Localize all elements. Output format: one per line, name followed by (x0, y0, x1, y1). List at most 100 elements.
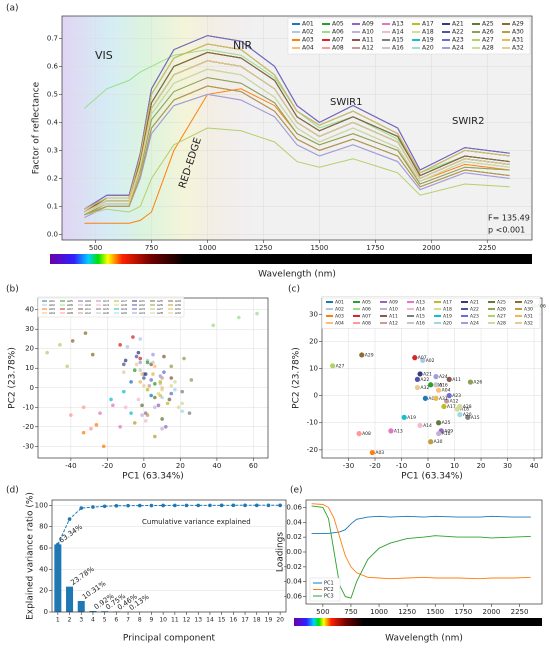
legend-label: A18 (121, 303, 127, 307)
point (138, 356, 143, 361)
point (138, 368, 143, 372)
point (173, 380, 177, 384)
point (446, 393, 452, 399)
point (187, 411, 192, 415)
annotation: VIS (95, 49, 113, 62)
legend-label: A16 (103, 311, 109, 315)
plot-frame (305, 499, 543, 605)
legend-label: A26 (497, 307, 506, 313)
x-axis-label: PC1 (63.34%) (401, 472, 463, 482)
legend-label: A15 (416, 314, 425, 320)
point-label: A04 (442, 388, 451, 394)
point (158, 374, 163, 378)
x-tick-label: 750 (145, 244, 158, 252)
legend-label: A21 (452, 21, 464, 28)
legend-label: A22 (139, 303, 145, 307)
annotation: Cumulative variance explained (142, 518, 251, 526)
x-tick-label: 17 (241, 617, 249, 624)
point (457, 412, 463, 418)
annotation: SWIR1 (330, 97, 363, 108)
series-line (84, 127, 510, 216)
legend-label: A32 (524, 321, 533, 327)
x-tick-label: 1 (56, 617, 60, 624)
x-tick-label: 16 (230, 617, 238, 624)
x-tick-label: 20 (276, 617, 284, 624)
x-tick-label: 20 (477, 462, 486, 470)
y-tick-label: -10 (307, 419, 318, 427)
point (98, 411, 102, 415)
point (330, 363, 336, 369)
y-tick-label: 0.06 (286, 503, 302, 511)
legend-label: A12 (85, 311, 91, 315)
legend-label: A01 (335, 300, 344, 306)
point (414, 384, 421, 391)
legend-label: A31 (175, 307, 181, 311)
legend-label: A32 (512, 45, 524, 52)
legend-label: PC1 (324, 581, 334, 587)
legend-label: A18 (422, 29, 434, 36)
legend-label: A06 (332, 29, 344, 36)
legend-label: A07 (332, 37, 344, 44)
point-label: A16 (439, 382, 448, 388)
point (121, 389, 126, 394)
y-tick-label: -10 (23, 403, 34, 411)
point (169, 391, 174, 396)
legend-label: A10 (389, 307, 398, 313)
cumulative-point (126, 503, 130, 508)
plot-background (52, 500, 286, 612)
point (123, 405, 128, 410)
series-line (84, 35, 510, 210)
y-tick-label: 80 (39, 523, 48, 531)
point-label: A18 (460, 407, 469, 413)
legend-label: A10 (362, 29, 374, 36)
point (121, 370, 126, 374)
legend-label: A27 (157, 307, 163, 311)
point (153, 364, 157, 369)
point (111, 403, 115, 408)
x-tick-label: 0 (426, 462, 430, 470)
legend-label: A13 (392, 21, 404, 28)
y-tick-label: 0.6 (47, 62, 59, 70)
x-axis-label: PC1 (63.34%) (122, 472, 184, 482)
point (129, 411, 133, 415)
y-tick-label: 0.5 (47, 90, 58, 98)
legend-label: A01 (49, 299, 55, 303)
x-tick-label: 1000 (199, 244, 217, 252)
point (132, 421, 137, 425)
point (45, 350, 49, 355)
point-label: A26 (473, 380, 482, 386)
legend-label: A29 (175, 299, 181, 303)
point (143, 419, 148, 423)
point (129, 380, 133, 384)
annotation: F= 135.49 (488, 214, 530, 223)
legend-label: A12 (389, 321, 398, 327)
legend-label: A06 (362, 307, 371, 313)
x-tick-label: 750 (344, 608, 357, 616)
point (142, 376, 146, 380)
x-tick-label: 3 (79, 617, 83, 624)
x-tick-label: 7 (126, 617, 130, 624)
point-label: A29 (365, 352, 374, 358)
legend-label: A28 (482, 45, 494, 52)
legend-label: A02 (335, 307, 344, 313)
y-tick-label: 20 (25, 345, 34, 353)
legend-label: A08 (67, 311, 73, 315)
legend-label: A05 (362, 300, 371, 306)
vis-shading (62, 16, 252, 240)
y-tick-label: 100 (35, 501, 48, 509)
point (176, 405, 181, 410)
point (132, 368, 137, 372)
legend-label: A06 (67, 303, 73, 307)
point (180, 389, 185, 394)
point-label: A14 (423, 423, 432, 429)
cumulative-point (161, 503, 165, 508)
x-tick-label: 1250 (398, 608, 416, 616)
x-tick-label: 30 (503, 462, 512, 470)
x-tick-label: 12 (183, 617, 191, 624)
point (457, 403, 463, 410)
x-axis-label: Wavelength (nm) (385, 634, 463, 644)
point-label: A03 (375, 450, 384, 456)
y-tick-label: -0.06 (284, 593, 303, 601)
point-label: A24 (439, 374, 448, 380)
